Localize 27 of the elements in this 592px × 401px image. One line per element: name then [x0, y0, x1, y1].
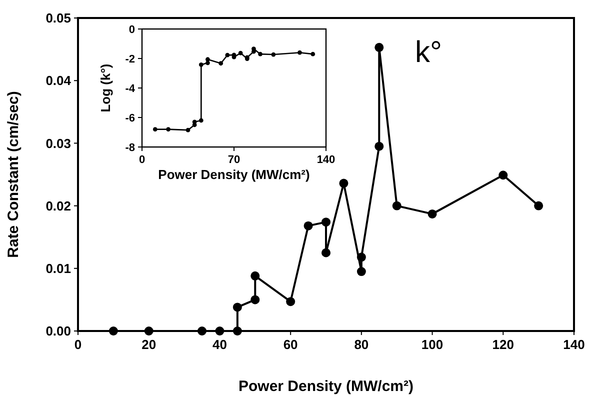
y-tick-label: 0.02 — [46, 198, 71, 214]
x-tick-label: 20 — [142, 337, 156, 352]
x-tick-label: 70 — [228, 154, 240, 166]
y-tick-label: 0.01 — [46, 260, 71, 276]
x-tick-label: 120 — [492, 337, 514, 352]
y-tick-label: 0.05 — [46, 10, 71, 26]
x-tick-label: 0 — [138, 154, 146, 166]
x-tick-label: 40 — [212, 337, 227, 352]
x-tick-label: 60 — [283, 337, 298, 352]
x-tick-label: 0 — [74, 337, 82, 352]
x-axis-title: Power Density (MW/cm²) — [158, 167, 310, 182]
x-axis-title: Power Density (MW/cm²) — [238, 378, 414, 395]
y-tick-label: 0.03 — [46, 136, 71, 151]
x-tick-label: 100 — [421, 337, 444, 352]
y-tick-label: -6 — [125, 112, 135, 124]
y-tick-label: -8 — [125, 142, 135, 154]
y-tick-label: -4 — [125, 82, 136, 95]
x-tick-label: 140 — [563, 337, 585, 352]
y-tick-label: 0.00 — [46, 324, 71, 339]
y-axis-title: Rate Constant (cm/sec) — [5, 91, 22, 258]
y-tick-label: 0 — [128, 24, 135, 36]
y-tick-label: 0.04 — [46, 73, 72, 88]
y-axis-title: Log (k°) — [98, 64, 113, 112]
annotation: k° — [415, 36, 442, 69]
y-tick-label: -2 — [125, 53, 135, 66]
x-tick-label: 80 — [354, 337, 369, 352]
x-tick-label: 140 — [316, 154, 336, 166]
